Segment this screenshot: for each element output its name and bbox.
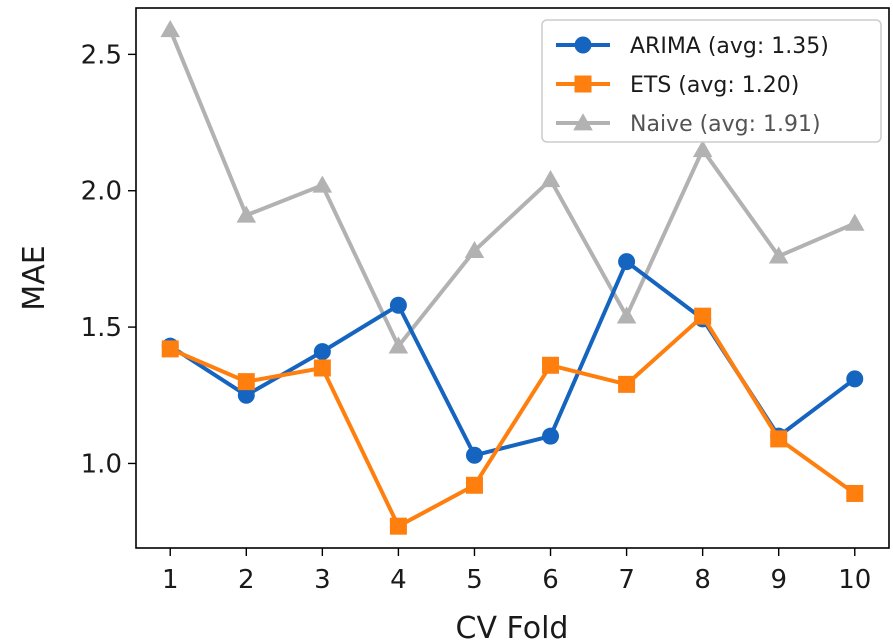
legend-item: ETS (avg: 1.20): [556, 73, 799, 98]
data-point: [844, 213, 865, 231]
data-point: [389, 296, 407, 314]
x-tick-label: 4: [390, 565, 407, 595]
data-point: [542, 356, 560, 374]
x-tick-label: 2: [238, 565, 255, 595]
legend-marker: [574, 75, 592, 93]
data-point: [312, 175, 333, 193]
data-point: [237, 386, 255, 404]
legend-box: [541, 19, 882, 143]
series-circle: [161, 253, 864, 464]
data-point: [846, 370, 864, 388]
y-tick-label: 1.5: [81, 313, 122, 343]
data-point: [313, 343, 331, 361]
data-point: [542, 427, 560, 445]
data-point: [161, 340, 179, 358]
data-point: [540, 170, 561, 188]
x-tick-label: 6: [542, 565, 559, 595]
data-point: [768, 246, 789, 264]
data-point: [694, 307, 712, 325]
x-tick-label: 9: [770, 565, 787, 595]
data-point: [160, 20, 181, 38]
data-point: [464, 240, 485, 259]
y-tick-label: 1.0: [81, 449, 122, 479]
data-point: [692, 140, 713, 158]
legend-label: ETS (avg: 1.20): [630, 73, 799, 98]
legend-marker: [573, 113, 593, 131]
data-point: [770, 430, 788, 448]
series-square: [161, 307, 864, 535]
y-tick-label: 2.0: [81, 177, 122, 207]
data-point: [237, 373, 255, 391]
legend-item: Naive (avg: 1.91): [556, 112, 821, 137]
data-point: [388, 336, 409, 354]
x-tick-label: 8: [694, 565, 711, 595]
data-point: [846, 484, 864, 502]
y-tick-label: 2.5: [81, 40, 122, 70]
x-tick-label: 7: [618, 565, 635, 595]
series-layer: [160, 20, 865, 535]
data-point: [236, 205, 257, 223]
legend-item: ARIMA (avg: 1.35): [556, 34, 829, 59]
series-triangle: [160, 20, 865, 354]
legend-label: Naive (avg: 1.91): [630, 112, 821, 137]
axes-frame: [135, 7, 890, 549]
data-point: [616, 306, 637, 324]
y-axis-label: MAE: [17, 245, 52, 310]
series-line: [169, 314, 856, 529]
data-point: [618, 375, 636, 393]
data-point: [465, 476, 483, 494]
x-axis: 1 2 3 4 5 6 7 8 9 10: [162, 548, 871, 595]
y-axis: 1.0 1.5 2.0 2.5: [81, 40, 136, 479]
x-tick-label: 3: [314, 565, 331, 595]
x-tick-label: 1: [162, 565, 179, 595]
x-tick-label: 10: [838, 565, 871, 595]
data-point: [618, 253, 636, 271]
legend-label: ARIMA (avg: 1.35): [630, 34, 829, 59]
series-line: [168, 29, 856, 349]
x-axis-label: CV Fold: [456, 611, 569, 643]
data-point: [389, 517, 407, 535]
data-point: [313, 359, 331, 377]
x-tick-label: 5: [466, 565, 483, 595]
legend: ARIMA (avg: 1.35) ETS (avg: 1.20) Naive (a…: [541, 19, 882, 143]
data-point: [465, 446, 483, 464]
legend-marker: [574, 36, 592, 54]
